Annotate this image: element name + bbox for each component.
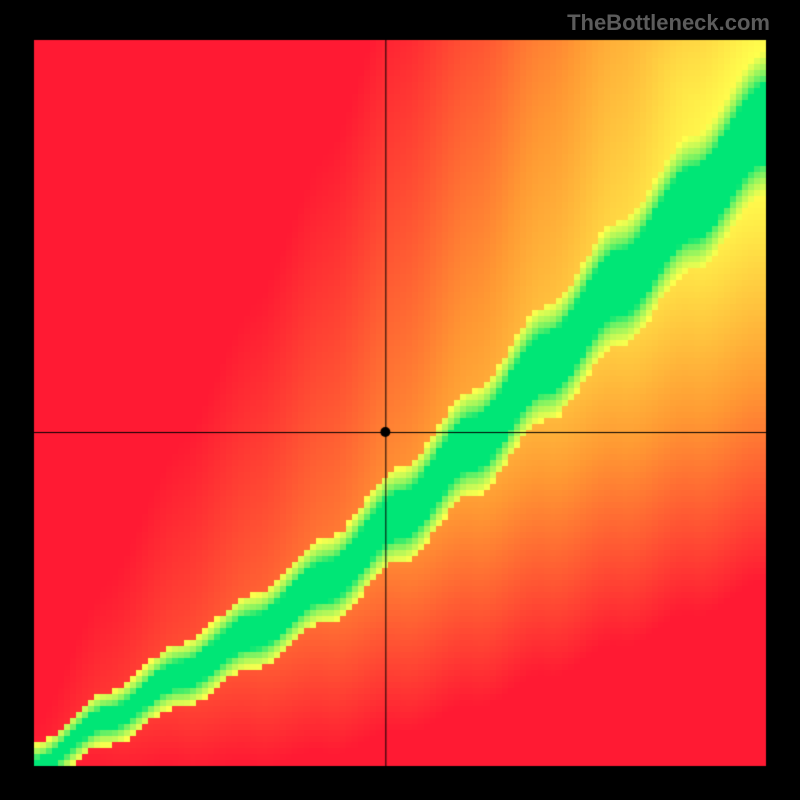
chart-container: TheBottleneck.com [0,0,800,800]
watermark-text: TheBottleneck.com [567,10,770,36]
heatmap-canvas [0,0,800,800]
